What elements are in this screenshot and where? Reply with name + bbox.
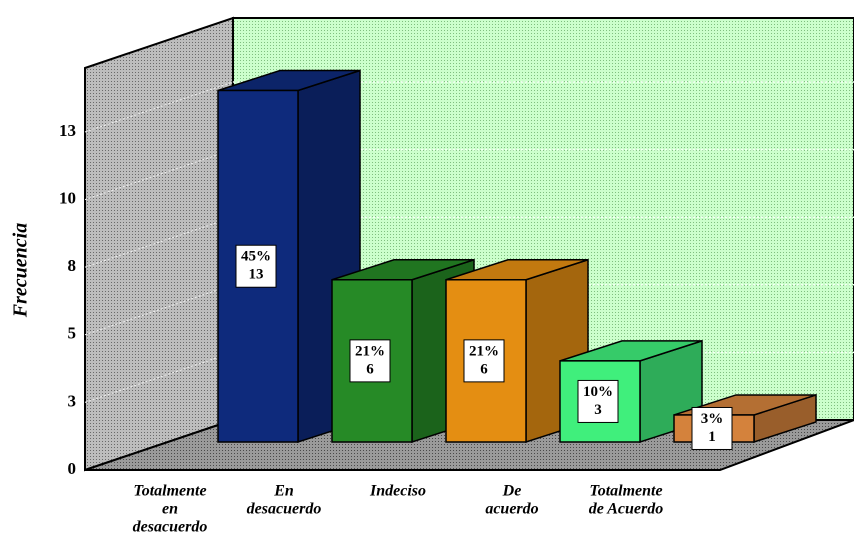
y-tick-label: 10 (59, 189, 76, 208)
x-tick-label: En (273, 483, 294, 500)
percent-label: 45% (241, 249, 271, 265)
x-tick-label: Totalmente (133, 483, 206, 500)
x-tick-label: Indeciso (369, 483, 426, 500)
data-label-box (463, 339, 505, 383)
percent-label: 10% (583, 384, 613, 400)
x-tick-label: desacuerdo (247, 501, 322, 518)
data-label: 6 (366, 361, 374, 377)
data-label-box (235, 244, 277, 288)
data-label: 13 (249, 267, 264, 283)
x-tick-label: desacuerdo (133, 519, 208, 536)
data-label: 6 (480, 361, 488, 377)
data-label-box (349, 339, 391, 383)
side-wall (84, 16, 234, 472)
x-tick-label: en (162, 501, 178, 518)
data-label: 3 (594, 402, 602, 418)
y-tick-label: 0 (68, 459, 77, 478)
x-tick-label: de Acuerdo (589, 501, 664, 518)
percent-label: 21% (469, 343, 499, 359)
data-label: 1 (708, 429, 716, 445)
data-label-box (577, 379, 619, 423)
percent-label: 3% (701, 411, 724, 427)
y-tick-label: 5 (68, 324, 77, 343)
data-label-box (691, 406, 733, 450)
x-tick-label: Totalmente (589, 483, 662, 500)
y-axis-title: Frecuencia (10, 223, 32, 318)
y-tick-label: 8 (68, 256, 77, 275)
y-tick-label: 13 (59, 121, 76, 140)
percent-label: 21% (355, 343, 385, 359)
y-tick-label: 3 (68, 391, 77, 410)
x-tick-label: De (502, 483, 522, 500)
x-tick-label: acuerdo (485, 501, 538, 518)
